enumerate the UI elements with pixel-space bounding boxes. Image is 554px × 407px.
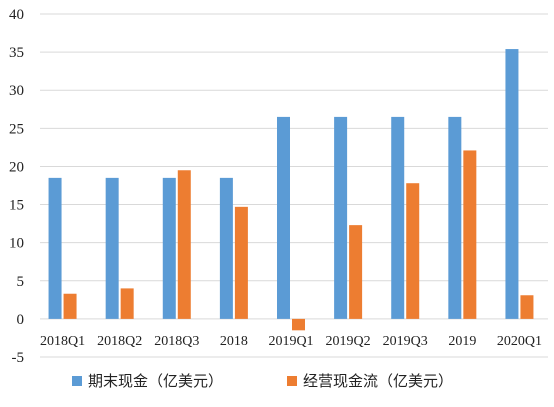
bar-cash-2018Q3 — [162, 177, 176, 319]
bar-cash-2020Q1 — [505, 49, 519, 319]
bar-operating-cashflow-2020Q1 — [520, 295, 534, 319]
x-tick-label: 2018Q2 — [97, 334, 142, 349]
y-tick-label: -5 — [12, 350, 25, 366]
legend-swatch-cash — [72, 376, 82, 386]
legend: 期末现金（亿美元） 经营现金流（亿美元） — [72, 372, 453, 390]
y-tick-label: 20 — [9, 159, 24, 175]
bar-cash-2018Q1 — [48, 177, 62, 319]
bar-operating-cashflow-2019Q3 — [406, 183, 420, 319]
legend-label-operating-cashflow: 经营现金流（亿美元） — [303, 372, 453, 390]
y-axis-ticks: 40 35 30 25 20 15 10 5 0 -5 — [9, 7, 24, 366]
y-tick-label: 10 — [9, 236, 24, 252]
legend-label-cash: 期末现金（亿美元） — [88, 372, 223, 390]
bar-cash-2018Q2 — [105, 177, 119, 319]
bar-cash-2019 — [448, 116, 462, 319]
x-tick-label: 2019Q3 — [383, 334, 428, 349]
bar-operating-cashflow-2018Q1 — [63, 293, 77, 319]
y-tick-label: 5 — [17, 274, 25, 290]
x-tick-label: 2018 — [220, 334, 248, 349]
legend-swatch-operating-cashflow — [287, 376, 297, 386]
x-axis-ticks: 2018Q1 2018Q2 2018Q3 2018 2019Q1 2019Q2 2019Q3… — [40, 334, 542, 349]
y-tick-label: 35 — [9, 45, 24, 61]
bar-operating-cashflow-2019 — [463, 150, 477, 319]
bar-operating-cashflow-2019Q2 — [349, 225, 363, 319]
x-tick-label: 2019Q2 — [326, 334, 371, 349]
bar-cash-2019Q3 — [391, 116, 405, 319]
watermark: 第一财经APP — [474, 377, 545, 391]
y-tick-label: 15 — [9, 198, 24, 214]
y-tick-label: 30 — [9, 83, 24, 99]
x-tick-label: 2019Q1 — [268, 334, 313, 349]
bar-cash-2018 — [219, 177, 233, 319]
y-tick-label: 40 — [9, 7, 24, 23]
x-tick-label: 2018Q3 — [154, 334, 199, 349]
bar-operating-cashflow-2019Q1 — [292, 318, 305, 331]
y-tick-label: 25 — [9, 121, 24, 137]
bar-operating-cashflow-2018 — [234, 206, 248, 319]
bar-operating-cashflow-2018Q3 — [177, 170, 191, 319]
y-tick-label: 0 — [17, 312, 25, 328]
bar-cash-2019Q2 — [334, 116, 348, 319]
x-tick-label: 2020Q1 — [497, 334, 542, 349]
x-tick-label: 2018Q1 — [40, 334, 85, 349]
bar-operating-cashflow-2018Q2 — [120, 288, 134, 319]
bar-cash-2019Q1 — [277, 116, 290, 319]
x-tick-label: 2019 — [448, 334, 476, 349]
bars — [48, 49, 534, 331]
